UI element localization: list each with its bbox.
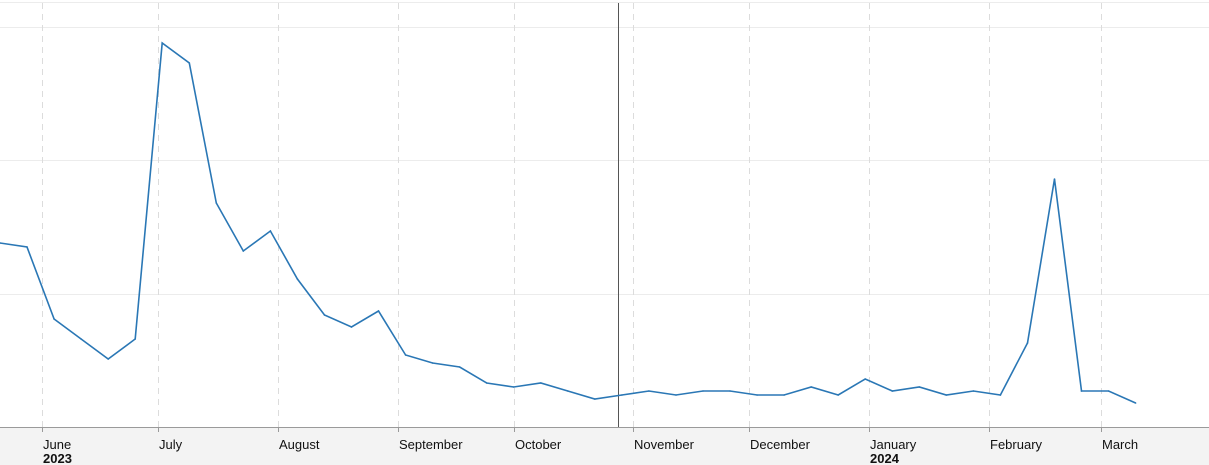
x-tick-label: August <box>279 437 320 452</box>
data-point <box>567 390 569 392</box>
data-point <box>1053 178 1056 180</box>
data-point <box>215 202 218 204</box>
data-point <box>594 398 596 400</box>
x-year-label: 2024 <box>870 451 900 465</box>
data-point <box>864 378 866 380</box>
data-point <box>918 386 921 388</box>
x-tick-label: December <box>750 437 811 452</box>
data-point <box>161 42 163 44</box>
x-tick-label: September <box>399 437 463 452</box>
data-point <box>999 394 1002 396</box>
data-point <box>458 366 461 368</box>
series-line <box>0 41 1136 404</box>
data-point <box>648 390 650 392</box>
data-point <box>485 382 488 384</box>
x-tick-label: June <box>43 437 71 452</box>
data-point <box>350 326 353 328</box>
data-point <box>540 382 542 384</box>
x-tick-label: July <box>159 437 183 452</box>
data-point <box>296 278 299 280</box>
x-tick-label: March <box>1102 437 1138 452</box>
data-point <box>810 386 812 388</box>
data-point <box>107 358 109 360</box>
data-point <box>242 250 245 252</box>
data-point <box>945 394 948 396</box>
data-point <box>134 338 136 340</box>
data-point <box>891 390 894 392</box>
data-point <box>702 390 704 392</box>
data-point <box>1080 390 1083 392</box>
data-point <box>404 354 407 356</box>
data-point <box>783 394 785 396</box>
data-point <box>756 394 758 396</box>
x-tick-label: February <box>990 437 1043 452</box>
data-point <box>621 394 623 396</box>
x-axis-band <box>0 427 1209 465</box>
data-point <box>377 310 380 312</box>
data-point <box>1026 342 1029 344</box>
data-point <box>972 390 975 392</box>
data-point <box>729 390 731 392</box>
x-tick-label: October <box>515 437 562 452</box>
data-point <box>53 318 55 320</box>
data-point <box>512 386 515 388</box>
data-point <box>837 394 839 396</box>
data-point <box>323 314 326 316</box>
x-tick-label: November <box>634 437 695 452</box>
data-point <box>188 62 191 64</box>
data-point <box>26 246 28 248</box>
data-point <box>0 242 1 244</box>
data-point <box>675 394 677 396</box>
data-point <box>431 362 434 364</box>
x-tick-label: January <box>870 437 917 452</box>
data-point <box>1134 402 1137 404</box>
data-point <box>80 338 82 340</box>
data-point <box>269 230 272 232</box>
x-year-label: 2023 <box>43 451 72 465</box>
data-point <box>1107 390 1110 392</box>
